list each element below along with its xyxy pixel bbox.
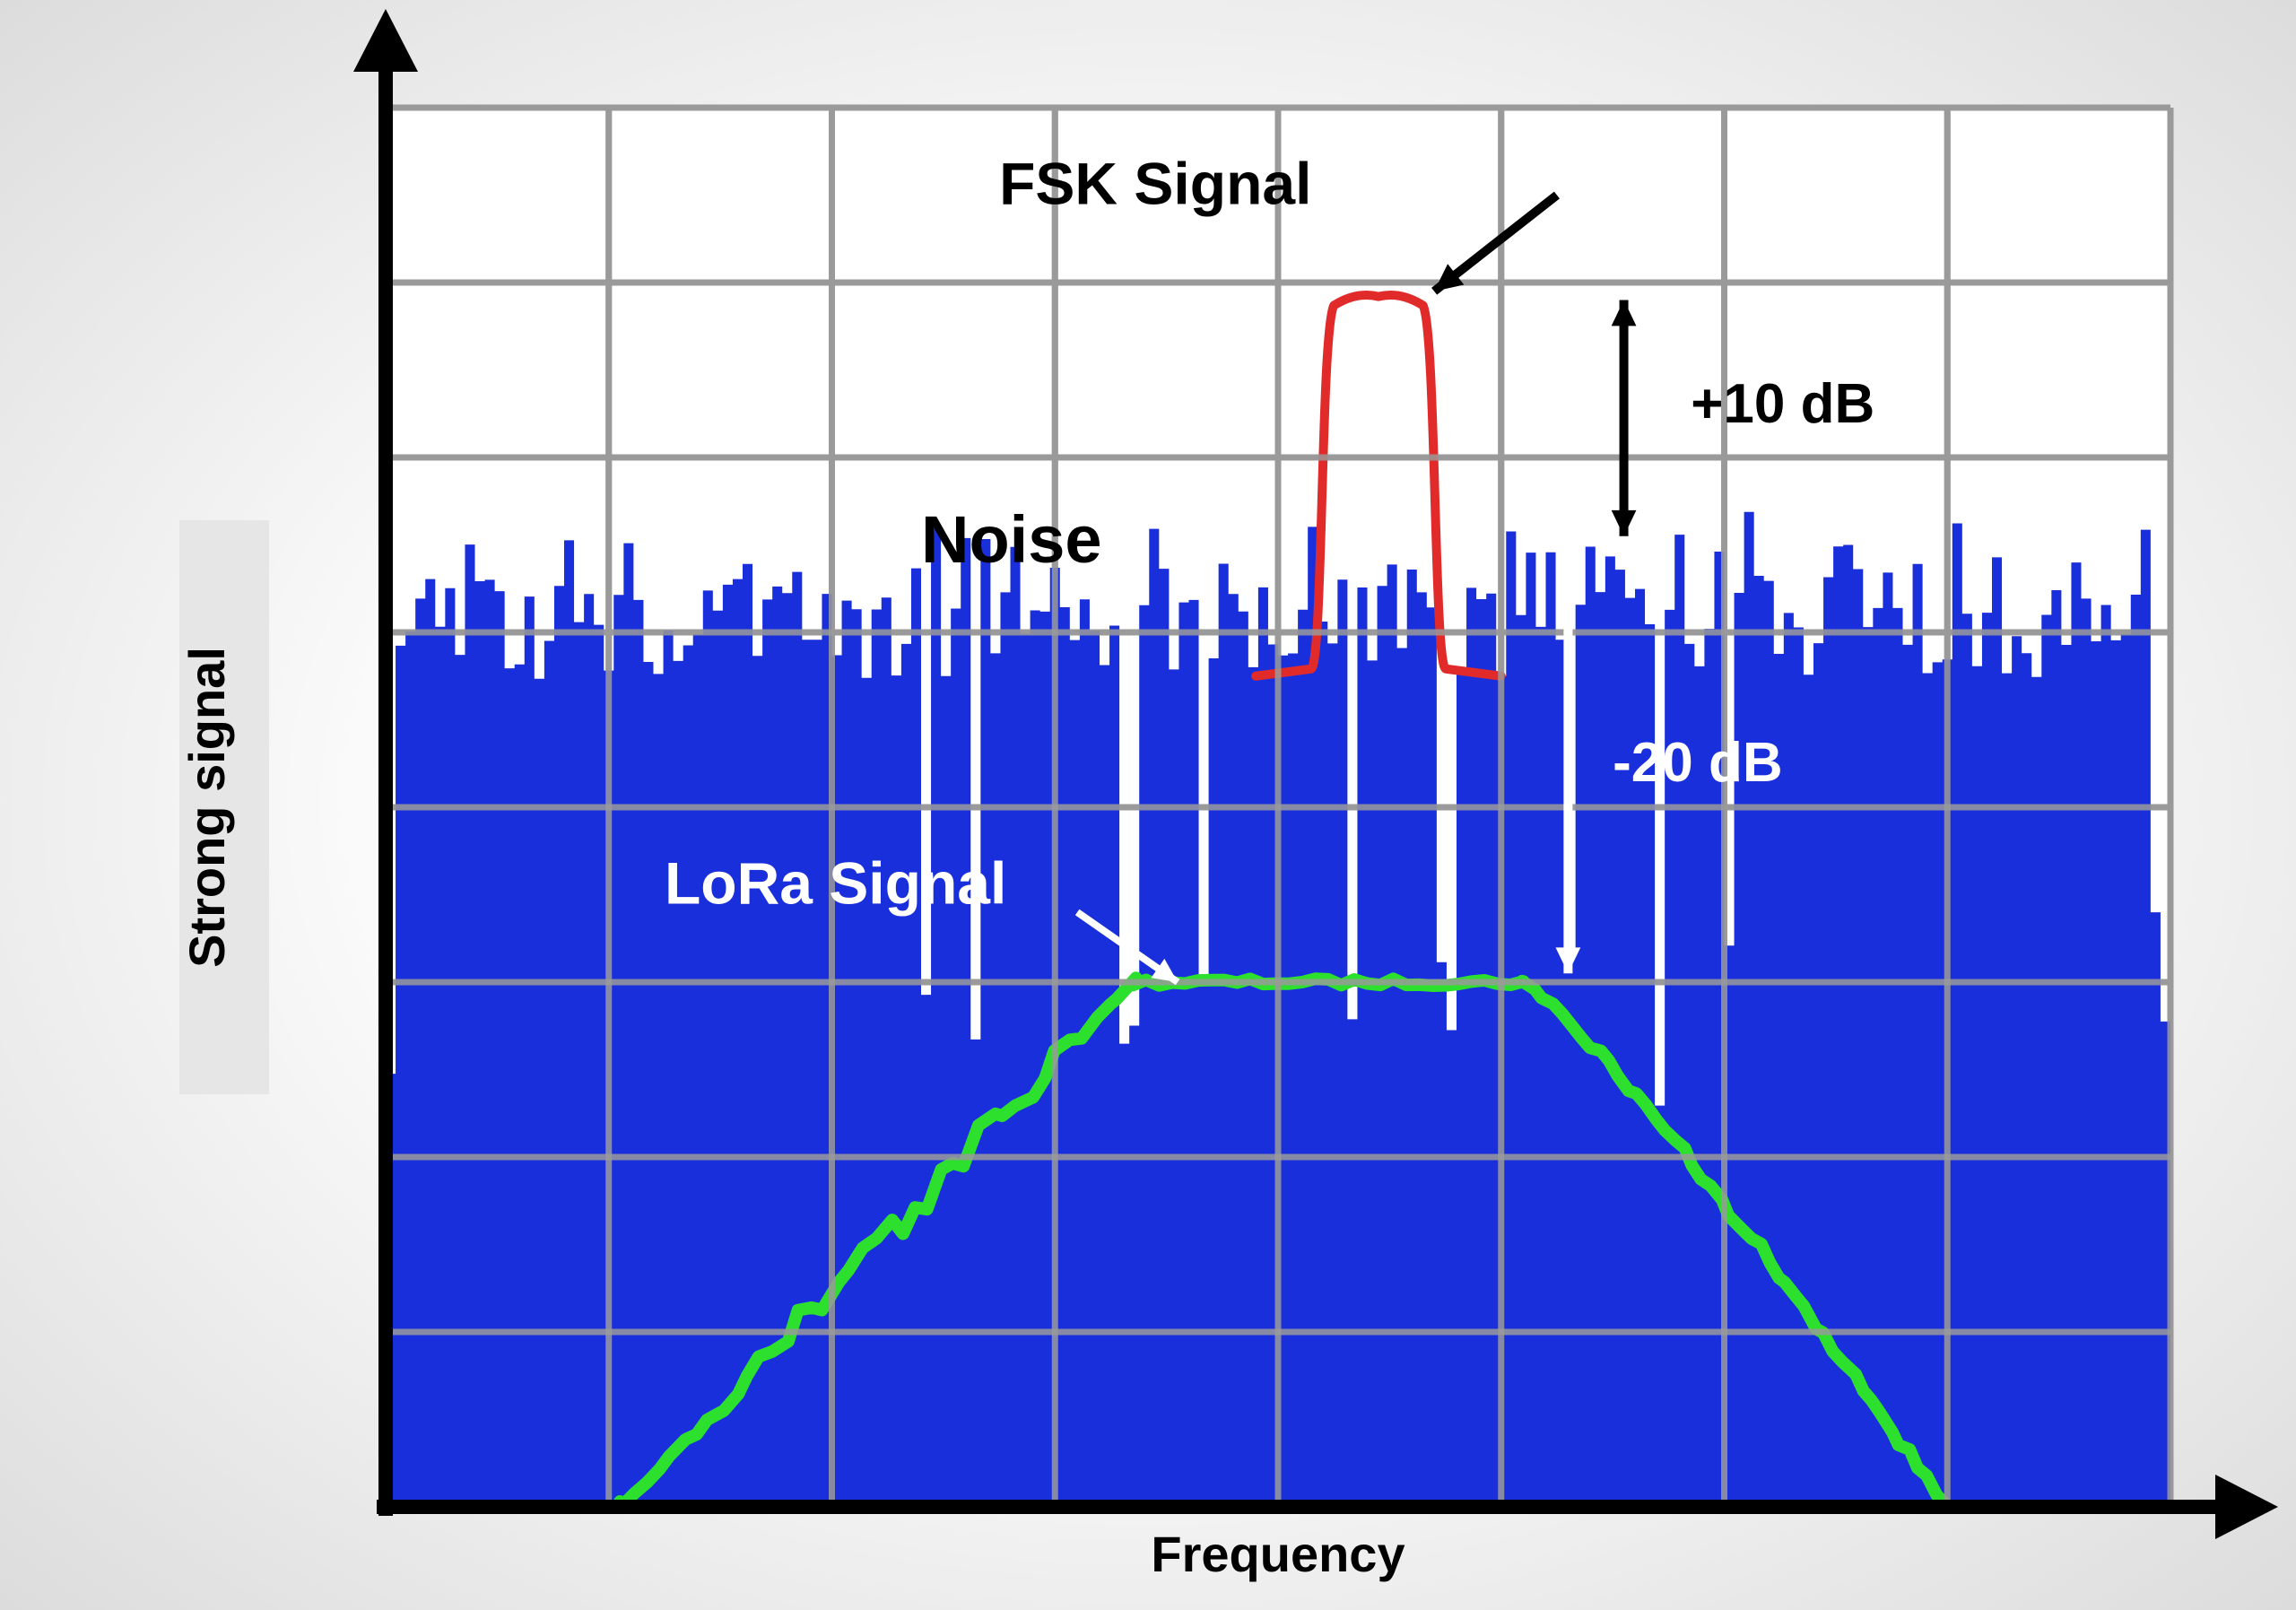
- x-axis-arrow: [2215, 1475, 2278, 1539]
- y-axis-label: Strong signal: [178, 647, 235, 968]
- minus20db-label: -20 dB: [1613, 732, 1782, 794]
- y-axis-arrow: [353, 9, 418, 72]
- x-axis-label: Frequency: [1151, 1526, 1405, 1582]
- fsk-label: FSK Signal: [999, 150, 1311, 216]
- noise-label: Noise: [921, 502, 1102, 577]
- lora-label: LoRa Signal: [665, 849, 1006, 916]
- plus10db-label: +10 dB: [1691, 373, 1874, 435]
